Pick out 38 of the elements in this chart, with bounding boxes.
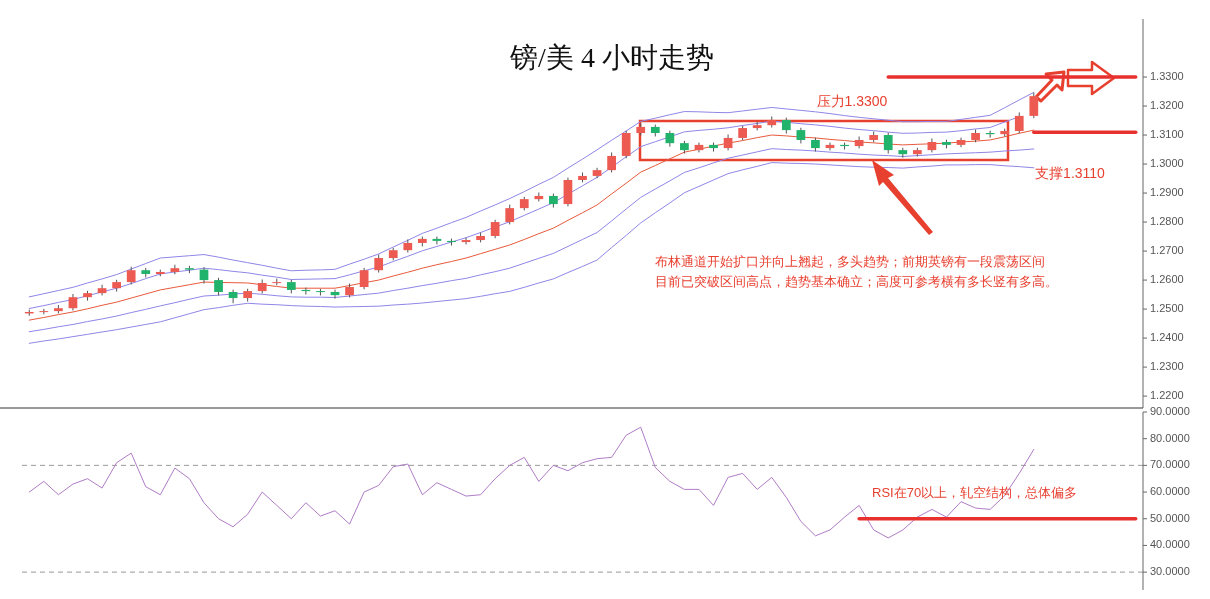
candlestick [1014, 111, 1024, 134]
y-tick-label: 50.0000 [1150, 511, 1190, 524]
annotation: 压力1.3300 [816, 93, 888, 109]
y-tick-label: 1.2600 [1150, 272, 1184, 285]
candlestick [1029, 92, 1039, 119]
y-tick-label: 60.0000 [1150, 484, 1190, 497]
candlestick [985, 130, 995, 139]
annotation: 目前已突破区间高点，趋势基本确立；高度可参考横有多长竖有多高。 [655, 274, 1058, 289]
y-tick-label: 1.2200 [1150, 389, 1184, 402]
y-tick-label: 1.2500 [1150, 301, 1184, 314]
candlestick [490, 219, 500, 239]
y-tick-label: 1.2300 [1150, 360, 1184, 372]
candlestick [854, 135, 864, 149]
y-tick-label: 1.2700 [1150, 243, 1184, 256]
y-tick-label: 1.3000 [1150, 156, 1184, 169]
candlestick [228, 289, 238, 304]
candlestick [505, 204, 515, 225]
candlestick [97, 284, 107, 296]
y-tick-label: 1.3100 [1150, 127, 1184, 140]
y-tick-label: 80.0000 [1150, 431, 1190, 444]
candlestick [359, 267, 369, 290]
text: 镑/美 4 小时走势 [509, 42, 714, 73]
y-tick-label: 90.0000 [1150, 404, 1190, 417]
candlestick [621, 130, 631, 159]
y-tick-label: 1.2400 [1150, 331, 1184, 343]
y-tick-label: 1.3200 [1150, 98, 1184, 111]
candlestick [883, 132, 893, 155]
annotation: 支撑1.3110 [1035, 165, 1106, 181]
annotation: RSI在70以上，轧空结构，总体偏多 [872, 485, 1078, 500]
y-tick-label: 40.0000 [1150, 538, 1190, 551]
annotation: 布林通道开始扩口并向上翘起，多头趋势；前期英镑有一段震荡区间 [655, 254, 1045, 269]
y-tick-label: 70.0000 [1150, 458, 1190, 471]
candlestick [170, 264, 180, 275]
y-tick-label: 1.3300 [1150, 69, 1184, 82]
candlestick [607, 151, 616, 173]
y-tick-label: 1.2800 [1150, 214, 1184, 227]
y-tick-label: 1.2900 [1150, 185, 1184, 198]
y-tick-label: 30.0000 [1150, 565, 1190, 578]
